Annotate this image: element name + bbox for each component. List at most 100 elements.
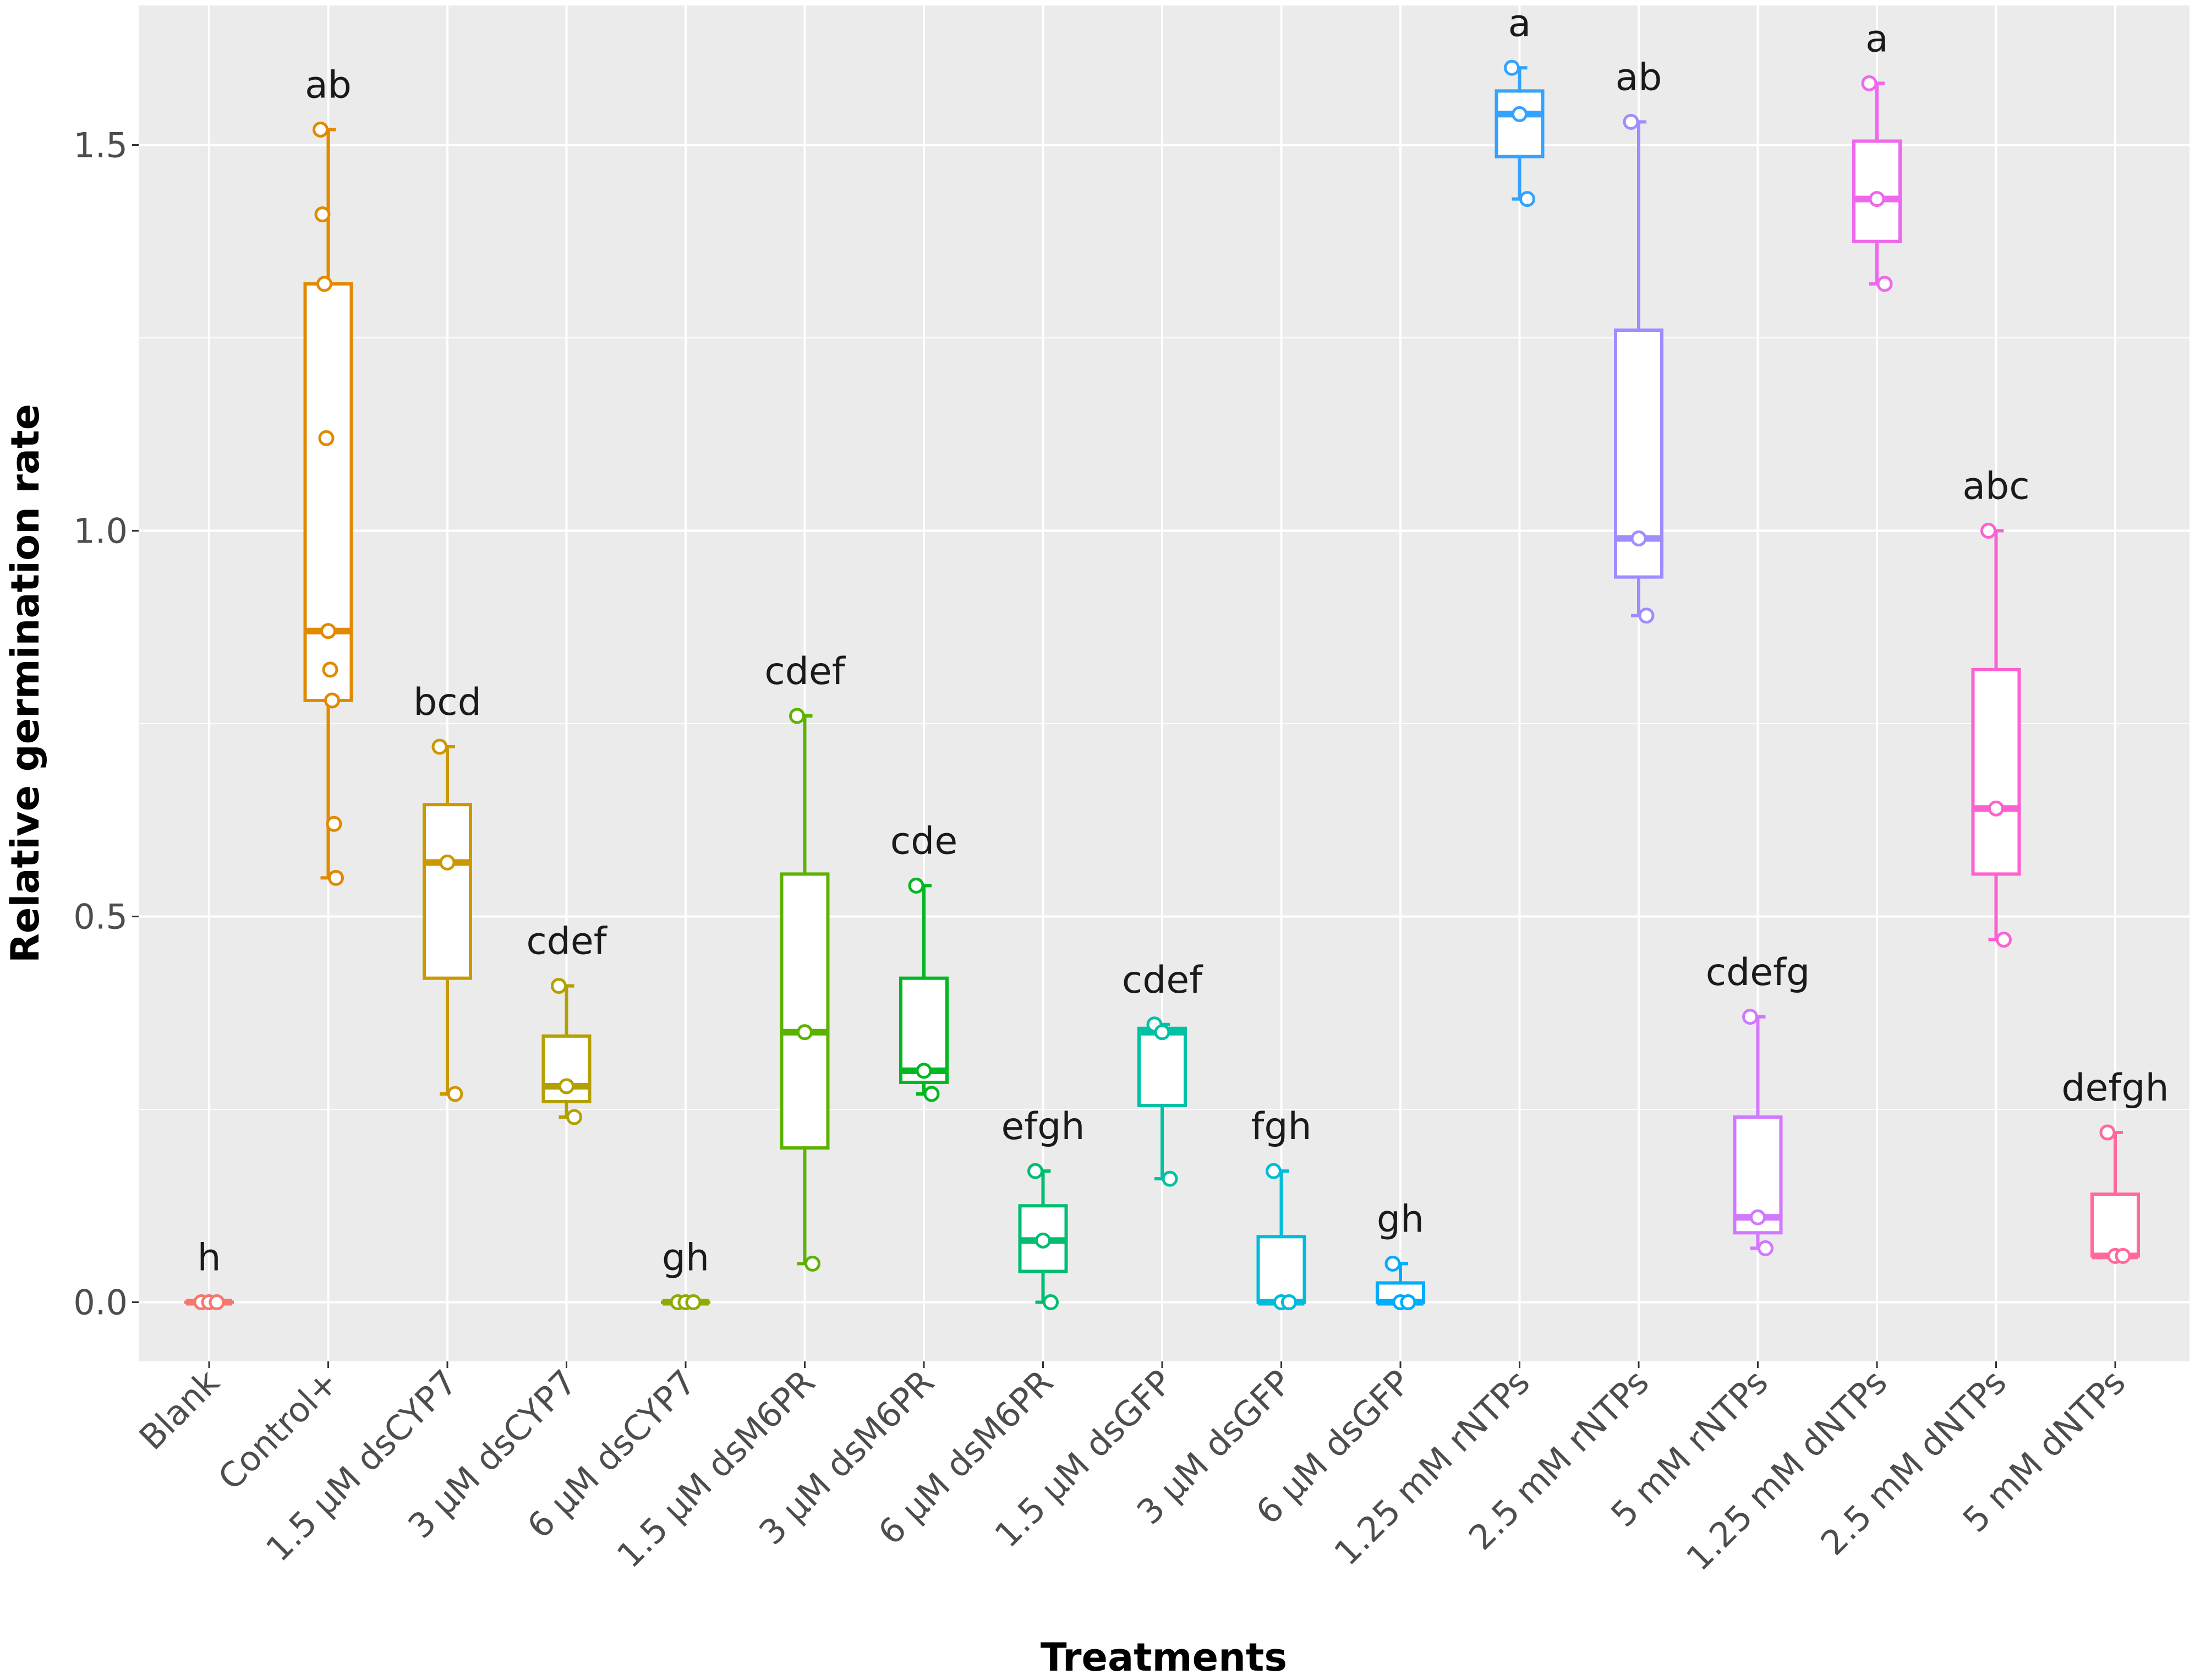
data-point [1876, 276, 1893, 292]
data-point [804, 1255, 820, 1272]
box-group: fgh [1251, 1105, 1312, 1310]
significance-letter: a [1508, 2, 1531, 45]
data-point [1154, 1024, 1170, 1041]
significance-letter: defgh [2061, 1066, 2169, 1110]
box-iqr [2090, 1192, 2140, 1258]
box-group: defgh [2061, 1066, 2169, 1264]
data-point [2115, 1247, 2131, 1264]
box-group: cde [890, 819, 957, 1102]
box-group: ab [303, 63, 353, 886]
data-point [314, 206, 331, 223]
data-point [324, 692, 340, 709]
significance-letter: h [197, 1236, 221, 1280]
box-group: ab [1614, 56, 1663, 624]
significance-letter: cdefg [1706, 951, 1810, 994]
box-group: a [1495, 2, 1545, 207]
significance-letter: efgh [1001, 1105, 1085, 1148]
x-tick-label: 1.25 mM dNTPs [1678, 1362, 1895, 1579]
significance-letter: fgh [1251, 1105, 1311, 1148]
data-point [1988, 800, 2004, 817]
panel-background [139, 6, 2189, 1361]
box-group: efgh [1001, 1105, 1085, 1310]
x-tick-label: Blank [132, 1362, 227, 1458]
data-point [1384, 1255, 1401, 1272]
y-tick-label: 1.0 [73, 511, 128, 551]
box-group: gh [1376, 1197, 1425, 1310]
data-point [1638, 608, 1655, 624]
significance-letter: cde [890, 819, 957, 863]
minor-gridlines [139, 337, 2189, 1110]
significance-letter: abc [1962, 465, 2029, 508]
box-iqr [780, 872, 830, 1150]
data-point [322, 661, 338, 678]
data-point [1630, 530, 1647, 547]
y-tick-label: 0.5 [73, 897, 128, 937]
box-iqr [1256, 1235, 1306, 1304]
data-point [1512, 106, 1528, 122]
box-group: bcd [413, 681, 481, 1102]
significance-letter: cdef [764, 650, 846, 693]
significance-letter: ab [1616, 56, 1662, 99]
data-point [916, 1063, 932, 1079]
data-point [1519, 191, 1535, 207]
data-point [313, 121, 329, 138]
data-point [326, 816, 342, 832]
data-point [1758, 1240, 1773, 1256]
significance-letter: cdef [526, 920, 607, 964]
box-group: cdef [526, 920, 608, 1125]
box-iqr [1137, 1026, 1187, 1107]
data-point [1400, 1294, 1416, 1310]
data-point [328, 869, 344, 886]
data-point [923, 1086, 940, 1102]
data-point [559, 1078, 574, 1095]
data-point [1281, 1294, 1297, 1310]
data-point [566, 1109, 582, 1125]
y-axis-title: Relative germination rate [3, 404, 48, 963]
data-point [1861, 75, 1877, 91]
data-point [1266, 1163, 1282, 1179]
data-point [1742, 1009, 1758, 1025]
significance-letter: gh [1377, 1197, 1424, 1241]
data-point [1750, 1209, 1766, 1225]
box-group: abc [1962, 465, 2030, 948]
significance-letter: cdef [1122, 959, 1203, 1002]
x-axis-title: Treatments [1041, 1635, 1287, 1680]
box-group: a [1852, 17, 1902, 292]
data-point [431, 738, 448, 755]
data-point [439, 854, 456, 871]
x-tick-label: 1.5 μM dsM6PR [609, 1362, 823, 1575]
data-point [1504, 59, 1520, 76]
significance-letter: a [1865, 17, 1889, 61]
data-point [447, 1086, 463, 1102]
data-point [1043, 1294, 1059, 1310]
data-point [1623, 113, 1639, 130]
data-point [1996, 932, 2012, 948]
boxes-layer: habbcdcdefghcdefcdeefghcdeffghghaabcdefg… [184, 2, 2169, 1310]
data-point [1035, 1232, 1051, 1249]
data-point [1027, 1163, 1043, 1179]
box-group: gh [661, 1236, 710, 1310]
data-point [320, 623, 336, 639]
y-tick-label: 1.5 [73, 125, 128, 166]
box-iqr [423, 803, 472, 980]
significance-letter: bcd [413, 681, 481, 724]
significance-letter: ab [305, 63, 352, 107]
box-group: h [184, 1236, 234, 1310]
data-point [1162, 1170, 1178, 1187]
data-point [2099, 1124, 2116, 1141]
box-group: cdef [1122, 959, 1203, 1187]
box-group: cdef [764, 650, 846, 1272]
data-point [685, 1294, 702, 1310]
data-point [551, 978, 567, 994]
data-point [209, 1294, 225, 1310]
box-iqr [1971, 667, 2021, 876]
data-point [908, 877, 924, 894]
data-point [318, 430, 335, 446]
y-axis: 0.0 0.5 1.0 1.5 [73, 125, 139, 1323]
data-point [797, 1024, 813, 1041]
y-tick-label: 0.0 [73, 1283, 128, 1323]
data-point [1869, 191, 1885, 207]
significance-letter: gh [662, 1236, 709, 1280]
